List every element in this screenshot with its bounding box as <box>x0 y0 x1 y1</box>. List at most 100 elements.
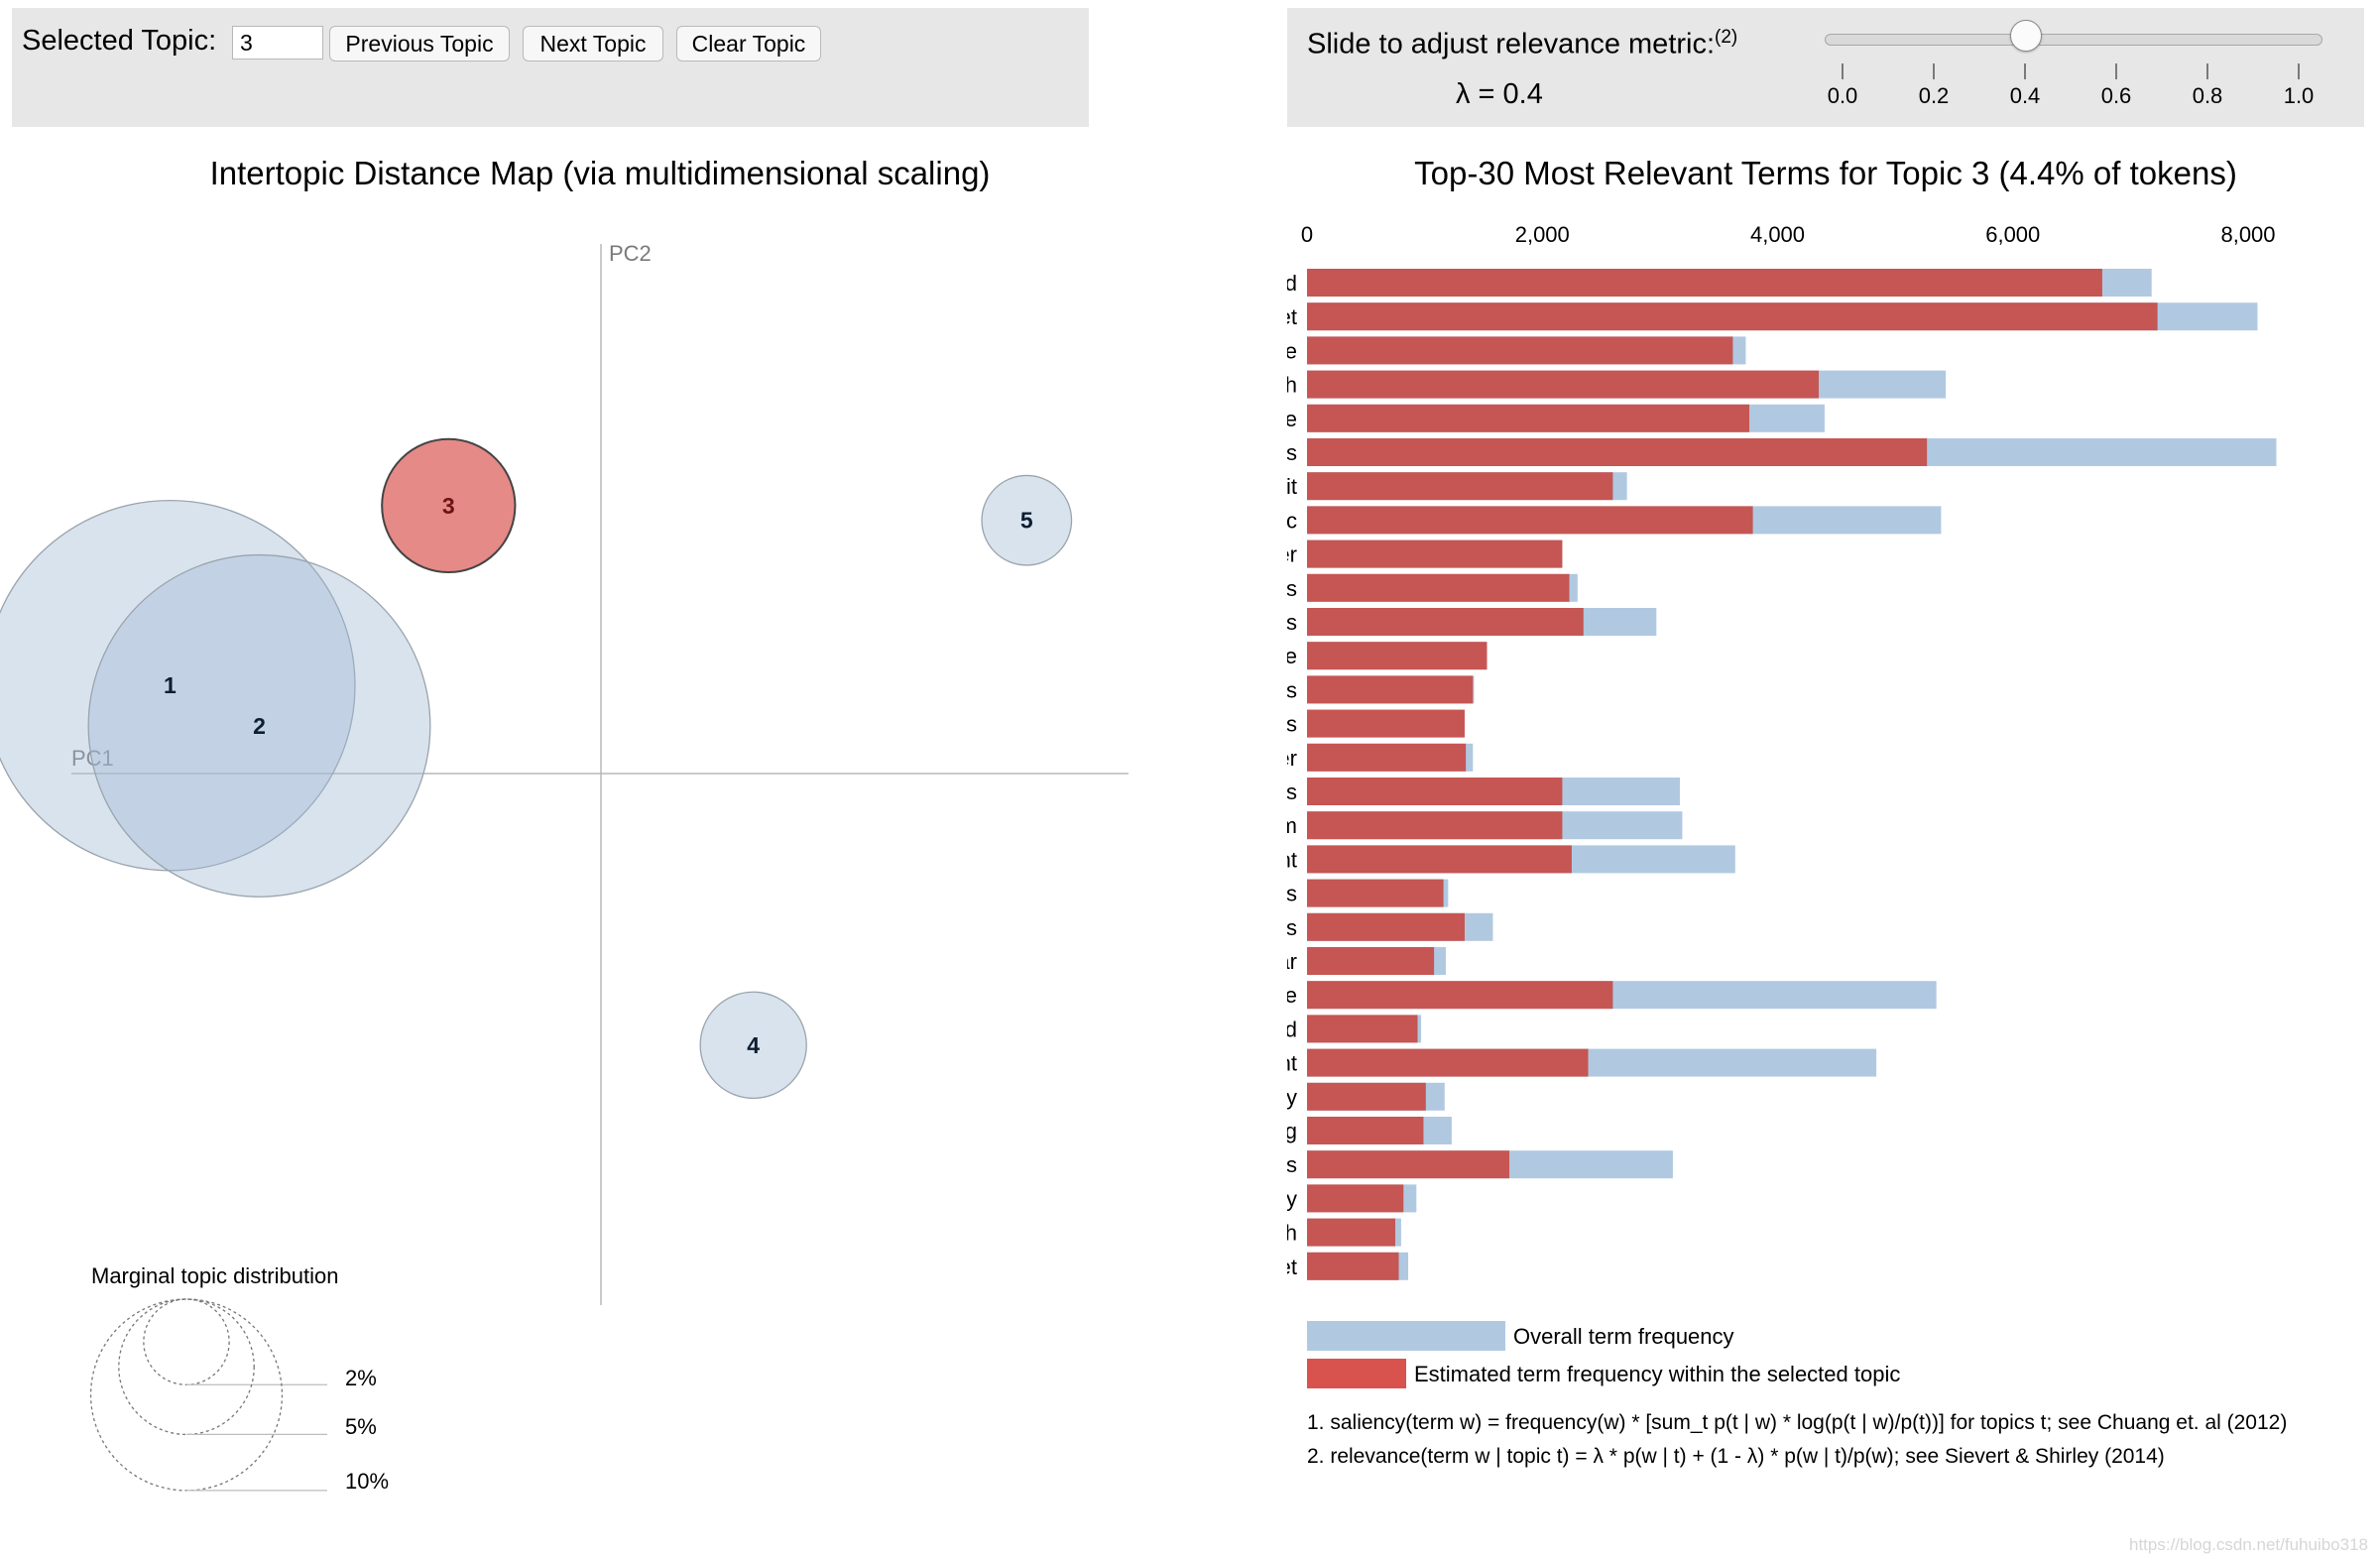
topic-frequency-bar[interactable] <box>1307 573 1570 602</box>
topic-circle-3[interactable] <box>381 437 517 574</box>
lambda-slider-thumb[interactable] <box>2010 20 2042 52</box>
topic-label-5: 5 <box>1020 508 1033 534</box>
marginal-legend-label: 5% <box>345 1414 377 1439</box>
legend-topic-swatch <box>1307 1359 1406 1388</box>
term-label: agents <box>1287 610 1297 635</box>
next-topic-button[interactable]: Next Topic <box>523 26 663 61</box>
topic-frequency-bar[interactable] <box>1307 1150 1510 1179</box>
selected-topic-label: Selected Topic: <box>22 25 217 57</box>
topic-frequency-bar[interactable] <box>1307 438 1928 466</box>
slider-tick-label: 0.6 <box>2101 83 2132 108</box>
topic-frequency-bar[interactable] <box>1307 642 1488 670</box>
term-label: regret <box>1287 304 1297 329</box>
topic-label-1: 1 <box>164 672 177 698</box>
term-label: vocabulary <box>1287 1085 1297 1110</box>
term-label: sentences <box>1287 712 1297 737</box>
term-label: corpus <box>1287 915 1297 940</box>
lambda-slider-axis: 0.0 0.2 0.4 0.6 0.8 1.0 <box>1828 63 2314 108</box>
topic-frequency-bar[interactable] <box>1307 811 1563 840</box>
watermark: https://blog.csdn.net/fuhuibo318 <box>2128 1535 2368 1554</box>
marginal-legend-title: Marginal topic distribution <box>91 1263 338 1288</box>
x-tick-label: 2,000 <box>1515 222 1570 247</box>
topic-frequency-bar[interactable] <box>1307 302 2158 331</box>
slider-tick-label: 0.4 <box>2010 83 2041 108</box>
topic-frequency-bar[interactable] <box>1307 675 1474 704</box>
term-label: words <box>1287 440 1297 465</box>
term-label: bandits <box>1287 882 1297 906</box>
x-axis-ticks: 0 2,000 4,000 6,000 8,000 <box>1301 222 2276 247</box>
topic-circle-2[interactable] <box>87 553 431 898</box>
topic-frequency-bar[interactable] <box>1307 370 1820 399</box>
topic-control-panel: Selected Topic: Previous Topic Next Topi… <box>12 8 1089 127</box>
marginal-legend: 2% 5% 10% <box>89 1298 389 1494</box>
term-label: language <box>1287 407 1297 431</box>
topic-frequency-bar[interactable] <box>1307 845 1572 874</box>
topic-frequency-bar[interactable] <box>1307 540 1563 568</box>
topic-frequency-bar[interactable] <box>1307 1218 1395 1247</box>
term-label: sentence <box>1287 644 1297 668</box>
term-label: players <box>1287 677 1297 702</box>
term-label: player <box>1287 542 1297 567</box>
term-label: document <box>1287 847 1297 872</box>
legend-topic-label: Estimated term frequency within the sele… <box>1414 1362 1900 1386</box>
term-label: documents <box>1287 1152 1297 1177</box>
topic-circle-5[interactable] <box>981 474 1073 566</box>
topic-frequency-bar[interactable] <box>1307 1048 1589 1077</box>
slider-tick-label: 0.2 <box>1919 83 1950 108</box>
topic-frequency-bar[interactable] <box>1307 709 1465 738</box>
marginal-legend-circle <box>118 1298 255 1436</box>
term-label: speaker <box>1287 746 1297 771</box>
topic-frequency-bar[interactable] <box>1307 1252 1399 1280</box>
lambda-slider-track[interactable] <box>1825 34 2322 46</box>
relevant-terms-bar-chart: 0 2,000 4,000 6,000 8,000 word regret game spee… <box>1287 222 2287 1468</box>
topic-frequency-bar[interactable] <box>1307 336 1733 365</box>
x-tick-label: 4,000 <box>1750 222 1805 247</box>
marginal-legend-circle <box>89 1298 284 1492</box>
slider-tick-label: 0.0 <box>1828 83 1858 108</box>
topic-frequency-bar[interactable] <box>1307 778 1563 805</box>
topic-frequency-bar[interactable] <box>1307 608 1584 636</box>
slider-label: Slide to adjust relevance metric:(2) <box>1307 27 1737 61</box>
lambda-value: λ = 0.4 <box>1456 78 1543 110</box>
topic-frequency-bar[interactable] <box>1307 743 1467 772</box>
topic-label-2: 2 <box>253 713 266 739</box>
marginal-legend-label: 2% <box>345 1366 377 1390</box>
topic-frequency-bar[interactable] <box>1307 912 1465 941</box>
topic-frequency-bar[interactable] <box>1307 269 2102 297</box>
term-label: speech <box>1287 373 1297 398</box>
topic-frequency-bar[interactable] <box>1307 404 1750 432</box>
topic-frequency-bar[interactable] <box>1307 981 1613 1010</box>
topic-frequency-bar[interactable] <box>1307 1184 1404 1213</box>
selected-topic-input[interactable] <box>232 26 323 60</box>
topic-frequency-bar[interactable] <box>1307 1015 1418 1043</box>
topic-frequency-bar[interactable] <box>1307 879 1444 907</box>
marginal-legend-label: 10% <box>345 1469 389 1494</box>
x-tick-label: 6,000 <box>1985 222 2040 247</box>
clear-topic-button[interactable]: Clear Topic <box>676 26 821 61</box>
x-tick-label: 0 <box>1301 222 1313 247</box>
topic-frequency-bar[interactable] <box>1307 947 1435 975</box>
topic-circle-1[interactable] <box>0 500 356 872</box>
term-label: bandit <box>1287 474 1297 499</box>
topic-circle-4[interactable] <box>699 991 807 1099</box>
term-label: game <box>1287 338 1297 363</box>
term-label: eeg <box>1287 1119 1297 1143</box>
term-label: market <box>1287 1255 1297 1279</box>
term-label: topics <box>1287 780 1297 804</box>
topic-label-4: 4 <box>747 1032 760 1058</box>
legend-overall-label: Overall term frequency <box>1513 1324 1734 1349</box>
topic-frequency-bar[interactable] <box>1307 1082 1426 1111</box>
topic-frequency-bar[interactable] <box>1307 1117 1424 1144</box>
topic-frequency-bar[interactable] <box>1307 472 1613 501</box>
term-label: arm <box>1287 813 1297 838</box>
topic-frequency-bar[interactable] <box>1307 506 1753 535</box>
saliency-note: 1. saliency(term w) = frequency(w) * [su… <box>1307 1411 2287 1434</box>
relevance-note: 2. relevance(term w | topic t) = λ * p(w… <box>1307 1445 2165 1468</box>
x-tick-label: 8,000 <box>2220 222 2275 247</box>
slider-tick-label: 0.8 <box>2193 83 2223 108</box>
pc1-axis-label: PC1 <box>71 746 114 771</box>
lambda-control-panel: Slide to adjust relevance metric:(2) λ =… <box>1287 8 2364 127</box>
slider-label-text: Slide to adjust relevance metric: <box>1307 28 1716 60</box>
intertopic-map-title: Intertopic Distance Map (via multidimens… <box>209 155 991 191</box>
previous-topic-button[interactable]: Previous Topic <box>329 26 510 61</box>
